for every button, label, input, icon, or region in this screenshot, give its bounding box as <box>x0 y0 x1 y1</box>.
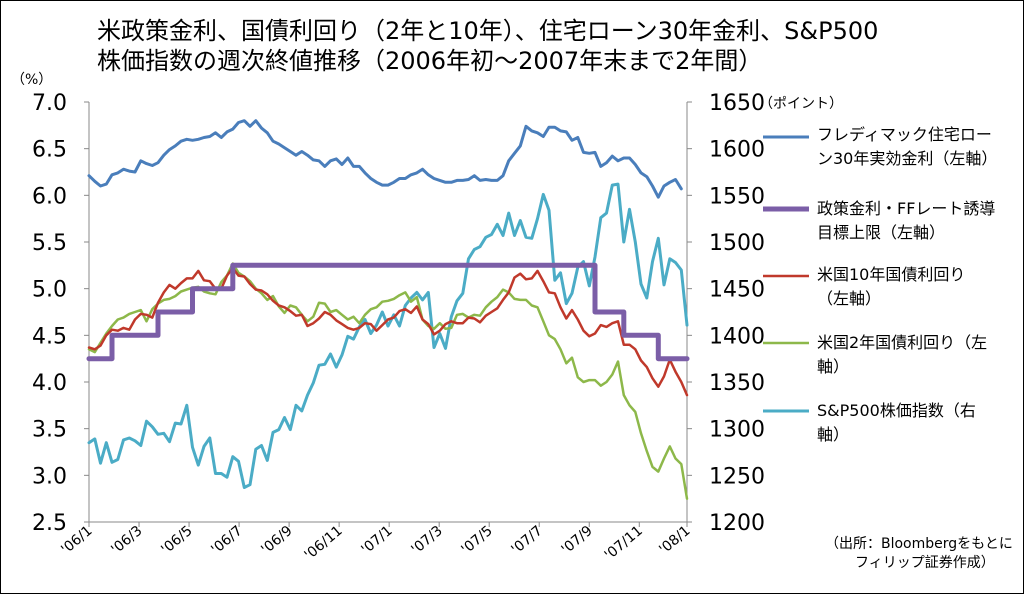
left-tick-label: 3.0 <box>32 464 67 489</box>
series-line-t2 <box>87 262 689 500</box>
x-tick-label: '07/9 <box>558 523 595 558</box>
x-tick-label: '06/9 <box>258 523 295 558</box>
legend-label-line: 米国2年国債利回り（左 <box>817 333 988 352</box>
x-tick-label: '06/11 <box>302 523 346 564</box>
legend-label-line: S&P500株価指数（右 <box>817 401 976 420</box>
right-axis-unit: （ポイント） <box>759 96 843 112</box>
left-axis-unit: （%） <box>11 72 53 88</box>
legend-label-line: 政策金利・FFレート誘導 <box>817 199 996 218</box>
series-layer <box>86 119 690 500</box>
series-line-mortgage <box>87 119 683 199</box>
legend-label-line: 目標上限（左軸） <box>817 223 946 242</box>
right-tick-label: 1250 <box>709 464 765 489</box>
right-tick-label: 1300 <box>709 418 765 443</box>
x-tick-label: '07/7 <box>508 523 545 558</box>
left-tick-label: 3.5 <box>32 418 67 443</box>
left-tick-label: 6.0 <box>32 184 67 209</box>
x-tick-label: '07/11 <box>602 523 646 564</box>
left-tick-label: 4.5 <box>32 324 67 349</box>
left-tick-label: 5.0 <box>32 278 67 303</box>
legend-label-line: ン30年実効金利（左軸） <box>817 149 998 168</box>
right-tick-label: 1650 <box>709 91 765 116</box>
left-tick-label: 2.5 <box>32 511 67 536</box>
x-tick-label: '07/1 <box>358 523 395 558</box>
legend-label-line: 軸） <box>817 425 850 444</box>
right-tick-label: 1450 <box>709 278 765 303</box>
right-tick-label: 1200 <box>709 511 765 536</box>
right-tick-label: 1600 <box>709 138 765 163</box>
right-tick-label: 1500 <box>709 231 765 256</box>
legend-item-t10: 米国10年国債利回り （左軸） <box>817 263 965 311</box>
chart-title-line-1: 米政策金利、国債利回り（2年と10年）、住宅ローン30年金利、S&P500 <box>97 17 879 45</box>
right-tick-label: 1550 <box>709 184 765 209</box>
source-line: フィリップ証券作成） <box>855 555 995 571</box>
left-tick-label: 5.5 <box>32 231 67 256</box>
series-line-t10 <box>87 266 689 397</box>
right-axis-ticks: 1200 1250 1300 1350 1400 1450 1500 1550 1600 1650 <box>687 91 765 536</box>
x-tick-label: '07/3 <box>408 523 445 558</box>
chart-title-line-2: 株価指数の週次終値推移（2006年初～2007年末まで2年間） <box>97 47 763 75</box>
legend-label-line: 軸） <box>817 357 850 376</box>
legend-item-ff: 政策金利・FFレート誘導 目標上限（左軸） <box>817 197 995 245</box>
right-tick-label: 1400 <box>709 324 765 349</box>
left-tick-label: 4.0 <box>32 371 67 396</box>
left-axis-ticks: 2.5 3.0 3.5 4.0 4.5 5.0 5.5 6.0 6.5 7.0 <box>32 91 89 536</box>
legend-label-line: （左軸） <box>817 289 882 308</box>
legend-item-mortgage: フレディマック住宅ロー ン30年実効金利（左軸） <box>817 123 997 171</box>
series-line-ff <box>86 262 690 362</box>
series-line-sp <box>87 182 689 489</box>
x-tick-label: '07/5 <box>458 523 495 558</box>
source-note: （出所：Bloombergをもとに フィリップ証券作成） <box>825 535 1013 573</box>
x-tick-label: '08/1 <box>656 523 693 558</box>
x-axis-ticks: '06/1'06/3'06/5'06/7'06/9'06/11'07/1'07/… <box>58 522 694 564</box>
right-tick-label: 1350 <box>709 371 765 396</box>
legend-label-line: 米国10年国債利回り <box>817 265 966 284</box>
x-tick-label: '06/3 <box>108 523 145 558</box>
left-tick-label: 7.0 <box>32 91 67 116</box>
legend-item-sp: S&P500株価指数（右 軸） <box>817 399 976 447</box>
legend-item-t2: 米国2年国債利回り（左 軸） <box>817 331 987 379</box>
legend-swatches <box>763 135 809 413</box>
left-tick-label: 6.5 <box>32 138 67 163</box>
x-tick-label: '06/5 <box>158 523 195 558</box>
source-line: （出所：Bloombergをもとに <box>825 536 1013 552</box>
x-tick-label: '06/7 <box>208 523 245 558</box>
legend-label-line: フレディマック住宅ロー <box>817 125 992 144</box>
